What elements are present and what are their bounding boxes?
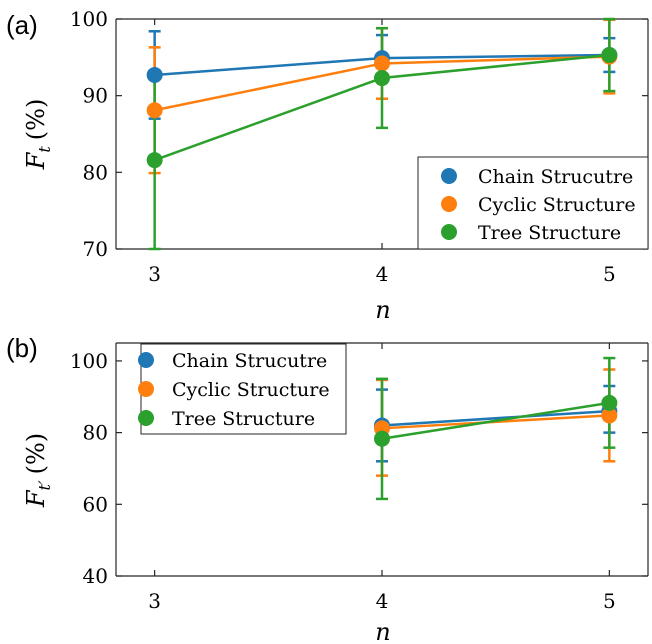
panel-a-y-axis-title: Ft (%) <box>22 99 54 171</box>
panel-b-y-axis-title: Ft′ (%) <box>22 433 54 508</box>
panel-a-x-axis-title: n <box>375 296 390 324</box>
svg-text:Ft(%): Ft (%) <box>22 99 54 171</box>
panel-a-point-chain <box>146 66 163 83</box>
panel-a-ylabel-sub: t <box>35 146 54 153</box>
panel-b-ytick-label: 80 <box>83 421 108 445</box>
panel-b-ytick-label: 100 <box>70 349 108 373</box>
panel-b-ytick-label: 60 <box>83 492 108 516</box>
panel-b-legend-marker-cyclic <box>138 381 154 397</box>
panel-b-ylabel-sub: t′ <box>35 480 54 490</box>
panel-a-point-cyclic <box>146 102 163 119</box>
panel-b-ylabel-unit: (%) <box>22 433 50 475</box>
panel-a-plot-area: 70 80 90 100 3 4 5 <box>70 7 649 286</box>
panel-a-legend-marker-cyclic <box>441 196 457 212</box>
panel-a-ytick-label: 80 <box>83 160 108 184</box>
panel-a-xtick-label: 4 <box>376 262 389 286</box>
panel-b-xtick-label: 5 <box>603 589 616 613</box>
panel-b-plot-area: 40 60 80 100 3 4 5 <box>70 342 649 613</box>
panel-b-ytick-label: 40 <box>83 564 108 588</box>
panel-b-legend-tree: Tree Structure <box>172 408 315 430</box>
panel-a-label: (a) <box>6 10 38 40</box>
panel-b-x-axis-title: n <box>375 618 390 644</box>
panel-b-xtick-label: 3 <box>148 589 161 613</box>
panel-b-series-tree <box>376 356 616 501</box>
panel-b-label: (b) <box>6 333 38 363</box>
panel-a-legend-cyclic: Cyclic Structure <box>478 194 636 216</box>
panel-a-ylabel-main: F <box>22 151 50 170</box>
panel-a-ytick-label: 90 <box>83 84 108 108</box>
panel-a-point-tree <box>374 70 390 87</box>
svg-text:Ft′(%): Ft′ (%) <box>22 433 54 508</box>
panel-b-legend-cyclic: Cyclic Structure <box>172 379 330 401</box>
panel-b-point-cyclic <box>601 407 618 424</box>
panel-b-ylabel-main: F <box>22 489 50 508</box>
panel-b-legend-box <box>140 343 347 435</box>
panel-a-ylabel-unit: (%) <box>22 99 50 141</box>
panel-a-point-cyclic <box>374 55 390 72</box>
panel-a-point-tree <box>146 152 163 169</box>
panel-a-xtick-label: 3 <box>148 262 161 286</box>
panel-a-legend: Chain Strucutre Cyclic Structure Tree St… <box>417 156 649 250</box>
panel-a-point-tree <box>601 47 618 64</box>
panel-a-legend-chain: Chain Strucutre <box>478 166 633 188</box>
panel-b-series-chain <box>376 384 616 463</box>
panel-a-ytick-label: 100 <box>70 7 108 31</box>
panel-b-legend-marker-chain <box>138 352 154 368</box>
panel-a-ytick-label: 70 <box>83 237 108 261</box>
panel-a-legend-tree: Tree Structure <box>478 222 621 244</box>
panel-b-line-chain <box>381 409 610 427</box>
panel-a: (a) Ft (%) n 70 80 90 100 3 4 5 Chain Strucutre… <box>6 7 649 324</box>
panel-b-legend: Chain Strucutre Cyclic Structure Tree St… <box>138 343 347 435</box>
panel-b: (b) Ft′ (%) n 40 60 80 100 3 4 5 Chain Strucutr… <box>6 333 649 644</box>
panel-b-point-tree <box>601 394 618 411</box>
panel-a-xtick-label: 5 <box>603 262 616 286</box>
panel-b-legend-marker-tree <box>138 410 154 426</box>
panel-b-line-tree <box>381 401 610 440</box>
panel-a-legend-marker-chain <box>441 168 457 184</box>
panel-b-point-tree <box>374 430 390 447</box>
panel-b-xtick-label: 4 <box>376 589 389 613</box>
panel-b-legend-chain: Chain Strucutre <box>172 350 327 372</box>
panel-a-legend-marker-tree <box>441 224 457 240</box>
